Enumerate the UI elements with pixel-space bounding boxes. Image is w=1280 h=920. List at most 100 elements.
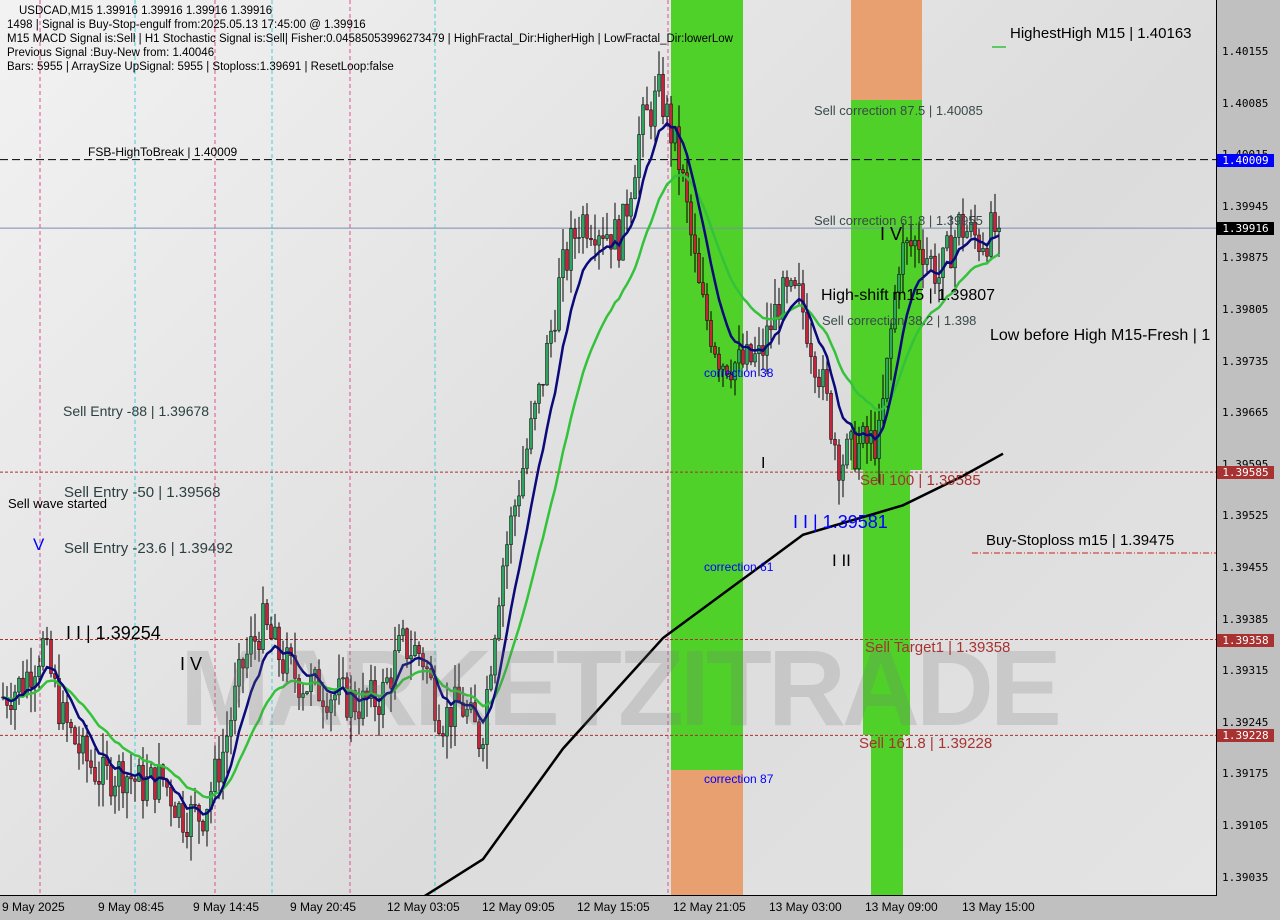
bear-candle [389,677,393,689]
sell-wave-label: Sell wave started [8,496,107,511]
bull-candle [789,280,793,287]
correction-61-label: correction 61 [704,560,774,574]
bear-candle [425,666,429,669]
bear-candle [809,343,813,357]
signal-line: 1498 | Signal is Buy-Stop-engulf from:20… [7,19,366,31]
wave-i-label: I [761,455,766,472]
wave-iv-left-label: I V [180,654,203,674]
bull-candle [233,685,237,721]
bull-candle [505,544,509,567]
bull-candle [925,258,929,265]
bear-candle [169,786,173,807]
sell-entry-236-label: Sell Entry -23.6 | 1.39492 [64,540,233,557]
bull-candle [553,329,557,332]
price-highlight-label: 1.39585 [1217,466,1274,480]
bull-candle [957,214,961,238]
bear-candle [829,393,833,440]
bear-candle [357,711,361,719]
bull-candle [301,693,305,698]
bear-candle [217,758,221,783]
bear-candle [21,677,25,695]
bull-candle [845,438,849,466]
bear-candle [77,743,81,754]
bear-candle [133,778,137,782]
bear-candle [573,228,577,239]
bear-candle [293,655,297,679]
bear-candle [201,820,205,832]
bear-candle [813,356,817,378]
bull-candle [529,418,533,450]
bull-candle [305,691,309,694]
bull-candle [101,756,105,785]
bear-candle [65,702,69,723]
bull-candle [525,448,529,469]
bear-candle [617,219,621,261]
bear-candle [769,325,773,331]
bear-candle [73,727,77,745]
bull-candle [897,274,901,293]
previous-signal-line: Previous Signal :Buy-New from: 1.40046 [7,47,215,59]
bars-line: Bars: 5955 | ArraySize UpSignal: 5955 | … [7,61,394,73]
bear-candle [377,706,381,715]
time-tick-label: 12 May 21:05 [673,900,746,914]
bear-candle [917,239,921,250]
correction-87-label: correction 87 [704,772,774,786]
bull-candle [409,655,413,660]
bear-candle [325,706,329,713]
bear-candle [697,252,701,283]
chart-svg [0,0,1216,895]
bear-candle [873,430,877,459]
bull-candle [501,565,505,607]
bear-candle [241,659,245,669]
bear-candle [677,126,681,170]
bear-candle [741,349,745,365]
bull-candle [369,680,373,699]
time-tick-label: 13 May 15:00 [962,900,1035,914]
price-highlight-label: 1.39358 [1217,633,1274,647]
bear-candle [417,645,421,654]
bear-candle [185,831,189,837]
bear-candle [49,639,53,674]
chart-info-header: USDCAD,M15 1.39916 1.39916 1.39916 1.399… [7,4,733,74]
time-tick-label: 12 May 15:05 [577,900,650,914]
bear-candle [909,240,913,247]
bull-candle [901,242,905,275]
bull-candle [17,677,21,693]
bear-candle [281,659,285,674]
bear-candle [85,735,89,762]
bull-candle [577,237,581,239]
bear-candle [961,214,965,238]
bull-candle [821,369,825,388]
bear-candle [717,353,721,370]
time-tick-label: 9 May 08:45 [98,900,165,914]
bull-candle [545,343,549,386]
bear-candle [45,638,49,640]
bull-candle [333,694,337,701]
bull-candle [877,419,881,459]
bear-candle [345,677,349,718]
price-tick-label: 1.39455 [1222,561,1269,574]
bull-candle [753,353,757,363]
bull-candle [557,277,561,331]
bear-candle [277,626,281,660]
watermark: MARKETZITRADE [180,627,1062,748]
bull-candle [981,248,985,252]
price-tick-label: 1.39805 [1222,303,1269,316]
price-tick-label: 1.40085 [1222,96,1269,110]
chart-plot-area[interactable]: MARKETZITRADE USDCAD,M15 1.39916 1.39916… [0,0,1217,896]
price-tick-label: 1.39315 [1222,664,1269,678]
price-tick-label: 1.39175 [1222,767,1269,781]
bear-candle [833,439,837,446]
bull-candle [621,203,625,261]
price-tick-label: 1.39035 [1222,870,1269,884]
bull-candle [997,227,1001,232]
bear-candle [625,203,629,217]
bull-candle [989,212,993,257]
bull-candle [613,219,617,250]
orange-zone [851,0,922,100]
bull-candle [941,247,945,278]
bull-candle [657,74,661,92]
bull-candle [337,678,341,696]
bull-candle [969,221,973,232]
bull-candle [641,104,645,135]
